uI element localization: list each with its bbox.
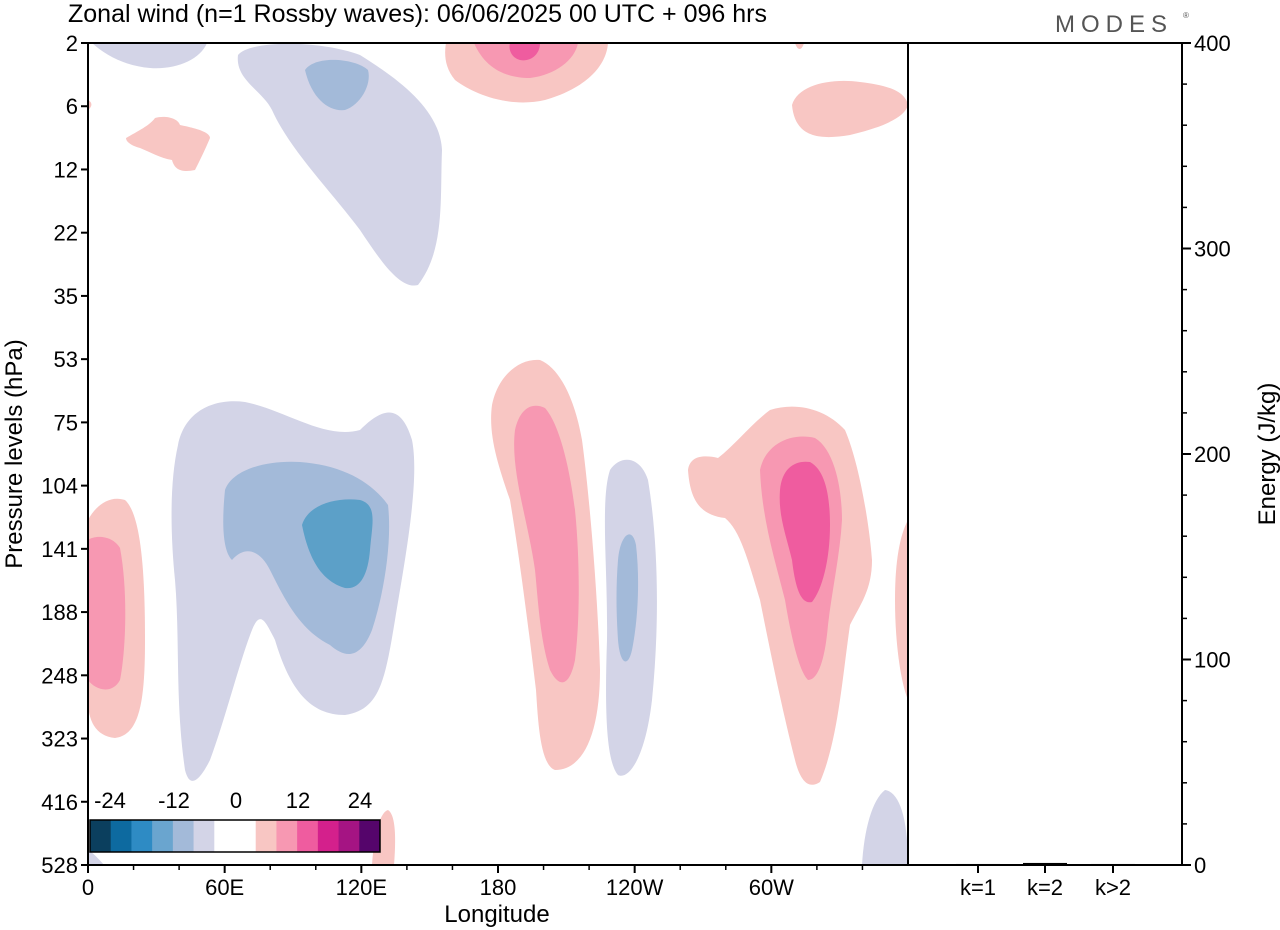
energy-category-label: k=1 [960, 875, 996, 900]
pressure-axis: 2 6 12 22 35 53 75 104 141 188 248 323 416 528 [41, 31, 88, 878]
colorbar-swatch [214, 820, 236, 852]
pos-region-right-edge [895, 520, 908, 700]
colorbar-swatch [193, 820, 215, 852]
colorbar-swatch [255, 820, 277, 852]
pressure-tick-label: 53 [54, 347, 78, 372]
colorbar-label: 0 [230, 788, 242, 813]
neg-region-bottom-right [862, 790, 908, 865]
colorbar-swatch [359, 820, 381, 852]
colorbar-swatch [90, 820, 112, 852]
colorbar-label: -24 [94, 788, 126, 813]
energy-tick-label: 300 [1194, 237, 1231, 262]
pressure-tick-label: 75 [54, 410, 78, 435]
pos-region-upper-left [126, 116, 210, 171]
colorbar-swatch [276, 820, 298, 852]
pressure-tick-label: 141 [41, 537, 78, 562]
energy-bar [1023, 862, 1067, 865]
colorbar-swatch [152, 820, 174, 852]
modes-logo: MODES [1055, 11, 1173, 38]
pressure-tick-label: 12 [54, 157, 78, 182]
colorbar-swatch [235, 820, 257, 852]
contour-field [88, 43, 908, 865]
colorbar-label: 24 [348, 788, 372, 813]
energy-bar [956, 863, 1000, 866]
colorbar-labels: -24 -12 0 12 24 [94, 788, 372, 813]
longitude-tick-label: 120W [606, 875, 664, 900]
neg-region-strong-core [302, 499, 373, 589]
energy-bar [1091, 863, 1135, 866]
energy-bars [956, 862, 1135, 866]
pressure-tick-label: 416 [41, 790, 78, 815]
energy-x-axis: k=1 k=2 k>2 [960, 865, 1131, 900]
energy-axis: 0 100 200 300 400 [1182, 31, 1231, 878]
pressure-axis-title: Pressure levels (hPa) [1, 339, 28, 568]
pressure-tick-label: 104 [41, 474, 78, 499]
pos-region-center-core [514, 405, 579, 683]
neg-region-bottom-left [88, 850, 104, 865]
energy-tick-label: 0 [1194, 853, 1206, 878]
pressure-tick-label: 188 [41, 600, 78, 625]
colorbar-frame [89, 819, 381, 853]
colorbar-swatch [317, 820, 340, 852]
energy-category-label: k>2 [1095, 875, 1131, 900]
chart-title: Zonal wind (n=1 Rossby waves): 06/06/202… [68, 0, 767, 28]
energy-category-label: k=2 [1027, 875, 1063, 900]
longitude-tick-label: 120E [336, 875, 387, 900]
neg-region-mid-core [616, 534, 639, 662]
pressure-tick-label: 323 [41, 727, 78, 752]
longitude-axis: 0 60E 120E 180 120W 60W [82, 865, 864, 900]
colorbar-swatch [172, 820, 195, 852]
logo-registered-mark: ® [1183, 11, 1189, 20]
colorbar-swatch [110, 820, 132, 852]
colorbar [89, 819, 381, 853]
neg-region-top-left [92, 43, 207, 69]
energy-tick-label: 200 [1194, 442, 1231, 467]
longitude-tick-label: 0 [82, 875, 94, 900]
pressure-tick-label: 22 [54, 221, 78, 246]
pos-region-upper-right [792, 80, 908, 138]
pos-region-top-strong [509, 43, 540, 61]
energy-axis-title: Energy (J/kg) [1254, 383, 1280, 526]
colorbar-swatch [297, 820, 319, 852]
pos-region-top-right-fleck [795, 43, 804, 50]
neg-region-upper-core [305, 59, 369, 111]
longitude-axis-title: Longitude [444, 901, 549, 928]
colorbar-swatch [338, 820, 360, 852]
neg-region-upper-stratosphere [237, 43, 442, 286]
pos-region-left-edge-core [88, 536, 126, 690]
pos-region-top-core [474, 43, 578, 78]
colorbar-label: 12 [286, 788, 310, 813]
longitude-tick-label: 60W [749, 875, 794, 900]
pressure-tick-label: 2 [66, 31, 78, 56]
longitude-tick-label: 60E [205, 875, 244, 900]
pressure-tick-label: 528 [41, 853, 78, 878]
pressure-tick-label: 248 [41, 663, 78, 688]
pos-region-right-strong [779, 461, 830, 603]
energy-panel-frame [907, 42, 1183, 866]
longitude-tick-label: 180 [480, 875, 517, 900]
colorbar-label: -12 [158, 788, 190, 813]
energy-tick-label: 400 [1194, 31, 1231, 56]
pressure-tick-label: 6 [66, 94, 78, 119]
pressure-tick-label: 35 [54, 284, 78, 309]
energy-tick-label: 100 [1194, 648, 1231, 673]
colorbar-swatch [131, 820, 153, 852]
